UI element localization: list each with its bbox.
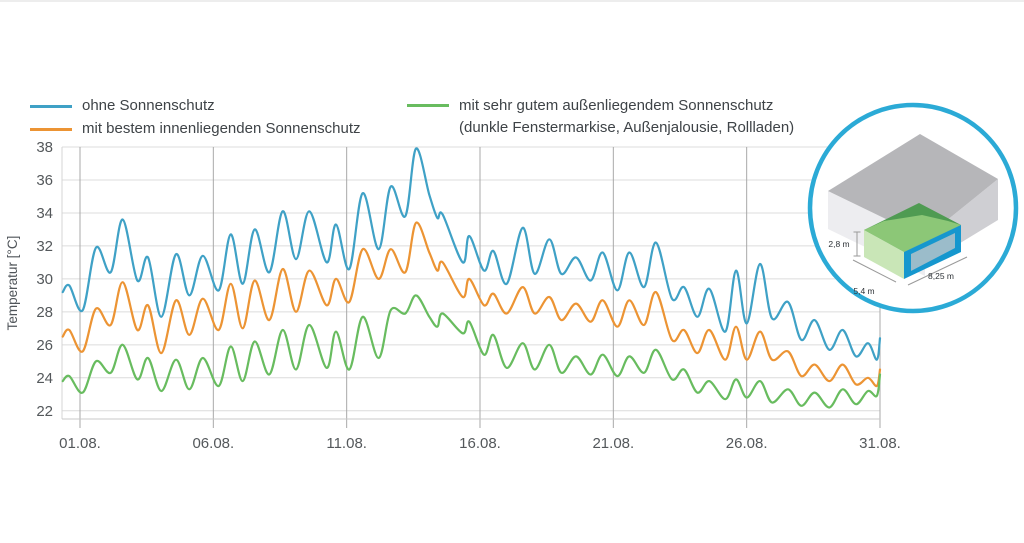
room-glass-panel — [911, 233, 955, 271]
dim-label-width: 5,4 m — [853, 286, 874, 296]
svg-text:24: 24 — [36, 370, 53, 387]
legend-label-line1: mit sehr gutem außenliegendem Sonnenschu… — [459, 97, 774, 114]
legend-swatch-green — [407, 104, 449, 107]
svg-text:32: 32 — [36, 238, 53, 255]
room-top-front — [864, 215, 961, 252]
legend-label: mit bestem innenliegenden Sonnenschutz — [82, 120, 361, 137]
room-left-face — [864, 230, 904, 279]
svg-text:16.08.: 16.08. — [459, 435, 501, 452]
legend-label: ohne Sonnenschutz — [82, 97, 215, 114]
svg-text:38: 38 — [36, 139, 53, 156]
svg-text:11.08.: 11.08. — [326, 435, 367, 452]
legend-swatch-blue — [30, 104, 72, 108]
svg-text:01.08.: 01.08. — [59, 435, 101, 452]
legend-item-internal-protection: mit bestem innenliegenden Sonnenschutz — [30, 118, 361, 140]
svg-text:34: 34 — [36, 205, 53, 222]
top-divider-line — [0, 0, 1024, 2]
svg-text:30: 30 — [36, 271, 53, 288]
dimension-lines — [852, 231, 968, 286]
svg-text:21.08.: 21.08. — [592, 435, 634, 452]
svg-text:26.08.: 26.08. — [726, 435, 768, 452]
svg-text:26: 26 — [36, 337, 53, 354]
legend-item-external-protection: mit sehr gutem außenliegendem Sonnenschu… — [407, 95, 794, 139]
legend-label-line2: (dunkle Fenstermarkise, Außenjalousie, R… — [459, 119, 795, 136]
house-roof — [828, 134, 998, 238]
legend-item-no-protection: ohne Sonnenschutz — [30, 95, 215, 117]
legend-swatch-orange — [30, 127, 72, 131]
series-line — [61, 221, 882, 388]
y-axis-title: Temperatur [°C] — [5, 236, 20, 331]
chart-axis — [61, 147, 881, 428]
svg-text:36: 36 — [36, 172, 53, 189]
svg-text:06.08.: 06.08. — [192, 435, 234, 452]
legend-label: mit sehr gutem außenliegendem Sonnenschu… — [459, 95, 794, 139]
svg-text:31.08.: 31.08. — [859, 435, 901, 452]
chart-tick-labels: 22 24 26 28 30 32 34 36 38 01.08. 06.08. 11.08. 16.0… — [36, 139, 901, 452]
series-line — [61, 147, 882, 361]
series-line — [61, 294, 882, 409]
dim-label-length: 8,25 m — [928, 271, 954, 281]
svg-text:22: 22 — [36, 403, 53, 420]
dim-label-height: 2,8 m — [828, 239, 849, 249]
chart-series-lines — [61, 147, 882, 409]
svg-text:28: 28 — [36, 304, 53, 321]
house-inset: 2,8 m 5,4 m 8,25 m — [807, 102, 1019, 314]
